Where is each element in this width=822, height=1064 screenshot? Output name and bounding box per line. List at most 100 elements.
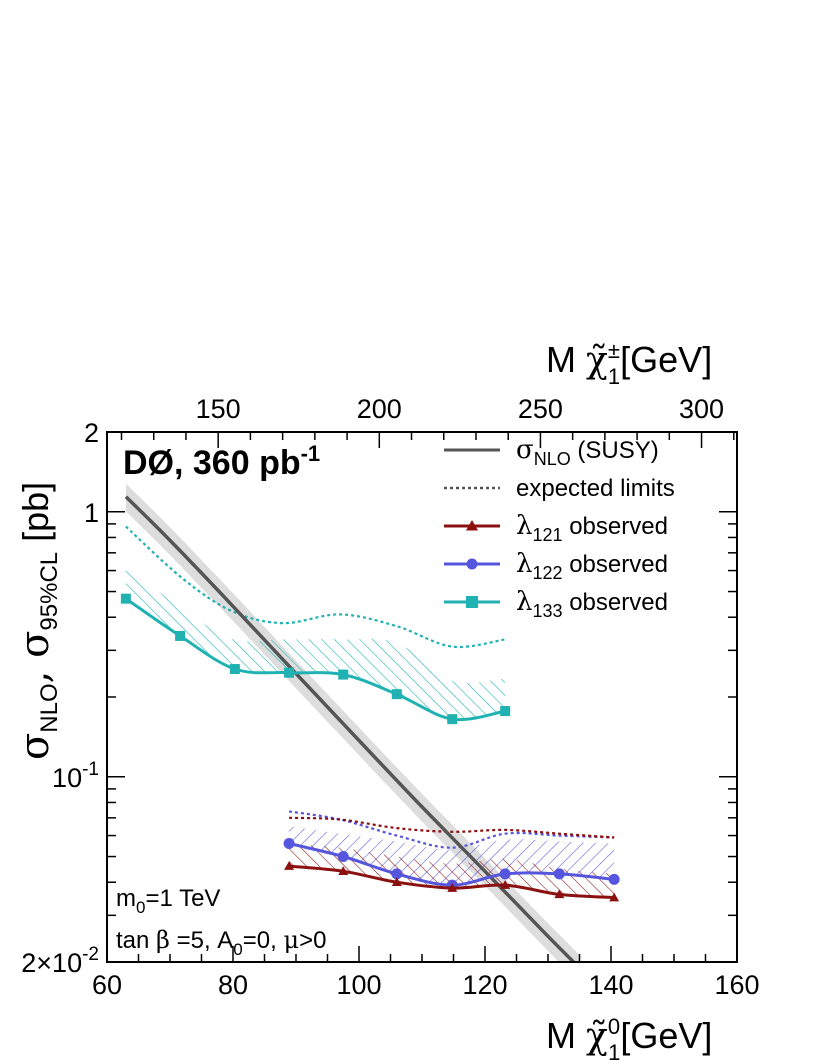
x-axis-label-top: M χ̃± 1[GeV] (546, 338, 712, 389)
y-tick-label: 1 (84, 498, 99, 528)
axis-label-unit: [GeV] (620, 1015, 712, 1056)
annotation-params: tan β =5, A0=0, μ>0 (116, 926, 326, 959)
axis-label-subscript: 1 (608, 1040, 620, 1064)
data-point-121 (447, 883, 458, 892)
expected-line-121 (289, 816, 615, 839)
theory-line (124, 495, 577, 962)
data-point-133 (447, 714, 458, 725)
x-tick-label: 100 (336, 970, 381, 1000)
x-tick-label: 60 (92, 970, 122, 1000)
x-top-tick-label: 200 (357, 394, 402, 424)
y-label-symbol: , σ (12, 631, 58, 684)
axis-label-subscript: 1 (608, 364, 620, 389)
theory-band (125, 483, 580, 962)
axis-label-superscript: ± (608, 338, 620, 363)
data-point-121 (500, 880, 511, 889)
data-point-133 (500, 706, 511, 717)
data-point-121 (284, 861, 295, 870)
axis-label-unit: [GeV] (620, 339, 712, 380)
legend-label: σNLO (SUSY) (516, 435, 659, 469)
data-point-121 (391, 877, 402, 886)
legend-marker (466, 520, 478, 531)
axis-label-symbol: χ̃ (586, 1016, 608, 1057)
x-axis-label-bottom: M χ̃0 1[GeV] (546, 1014, 712, 1064)
data-point-121 (609, 892, 620, 902)
data-point-133 (391, 689, 402, 700)
axis-ticks: 60 80 100 120 140 160 150 200 250 300 2 1 10-1 2×10-2 (21, 394, 759, 1000)
annotation-part: =0, (243, 927, 284, 954)
y-label-symbol: σ (12, 733, 58, 760)
legend-label: λ133 observed (516, 587, 668, 621)
data-point-122 (391, 868, 403, 880)
hatch-region-121 (289, 843, 615, 898)
x-tick-label: 160 (714, 970, 759, 1000)
data-point-121 (338, 866, 349, 876)
legend-symbol: λ (516, 511, 532, 541)
legend-label: λ122 observed (516, 549, 668, 583)
data-point-122 (608, 873, 620, 885)
annotation-m0: m0=1 TeV (116, 885, 220, 917)
annotation-part: 0 (136, 898, 145, 917)
x-tick-label: 120 (462, 970, 507, 1000)
y-axis-label: σNLO, σ95%CL [pb] (12, 482, 63, 760)
data-point-121 (554, 889, 565, 899)
data-point-133 (175, 630, 186, 641)
legend-text: (SUSY) (571, 437, 659, 464)
y-tick-label: 2 (84, 418, 99, 448)
y-tick-label-base: 2 (84, 418, 99, 448)
legend-marker (466, 596, 478, 608)
y-label-subscript: 95%CL (36, 552, 63, 631)
y-label-unit: [pb] (15, 482, 56, 552)
legend-subscript: 133 (532, 601, 562, 621)
data-point-122 (553, 868, 565, 880)
legend-symbol: σ (516, 435, 534, 465)
annotation-part: μ (283, 926, 299, 954)
legend-subscript: 121 (532, 525, 562, 545)
legend-subscript: 122 (532, 563, 562, 583)
hatch-region-133 (125, 566, 506, 720)
legend-symbol: λ (516, 549, 532, 579)
axis-label-symbol: χ̃ (586, 340, 608, 381)
legend-subscript: NLO (534, 449, 571, 469)
legend-text: observed (563, 551, 668, 578)
data-point-133 (338, 669, 349, 680)
legend-label: λ121 observed (516, 511, 668, 545)
x-top-tick-label: 250 (518, 394, 563, 424)
axis-label-prefix: M (546, 339, 586, 380)
annotation-part: >0 (299, 927, 326, 954)
annotation-part: =5, A (170, 927, 233, 954)
data-point-133 (284, 667, 295, 678)
y-tick-label: 2×10-2 (21, 944, 99, 978)
axis-label-prefix: M (546, 1015, 586, 1056)
legend-marker (466, 558, 478, 570)
data-point-133 (120, 593, 131, 604)
data-point-122 (337, 851, 349, 863)
annotation-part: 0 (233, 940, 242, 959)
data-point-122 (499, 868, 511, 880)
legend-symbol: λ (516, 587, 532, 617)
x-top-tick-label: 150 (196, 394, 241, 424)
annotation-part: β (156, 926, 170, 954)
y-tick-label-exponent: -1 (82, 759, 99, 780)
chart-title: DØ, 360 pb-1 (123, 441, 320, 482)
y-tick-label-exponent: -2 (82, 944, 99, 965)
y-tick-label-base: 1 (84, 498, 99, 528)
axis-label-superscript: 0 (608, 1014, 620, 1039)
plot-area (120, 483, 620, 962)
x-tick-label: 140 (588, 970, 633, 1000)
annotation-part: tan (116, 927, 156, 954)
y-tick-label: 10-1 (52, 759, 99, 793)
legend-text: observed (563, 513, 668, 540)
legend-text: expected limits (516, 475, 675, 502)
data-point-122 (283, 838, 295, 850)
annotation-part: m (116, 885, 136, 912)
annotation-part: =1 TeV (145, 885, 220, 912)
legend-text: observed (563, 589, 668, 616)
data-point-133 (229, 664, 240, 675)
x-tick-label: 80 (218, 970, 248, 1000)
y-tick-label-base: 2×10 (21, 948, 82, 978)
y-label-subscript: NLO (36, 683, 63, 732)
x-top-tick-label: 300 (679, 394, 724, 424)
